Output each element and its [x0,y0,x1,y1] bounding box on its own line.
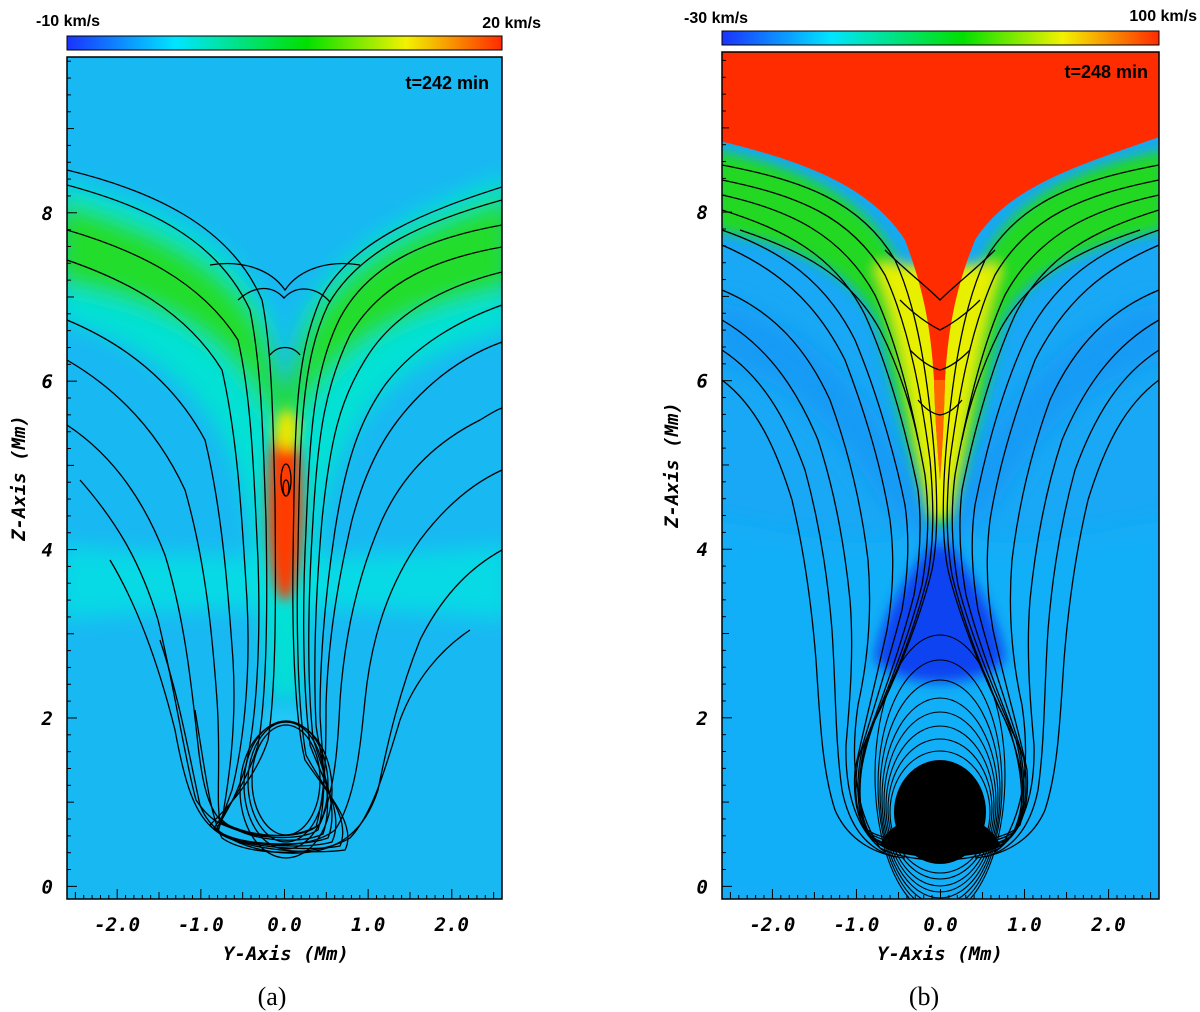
y-tick-label-a: 6 [42,371,53,393]
x-tick-label-b: 2.0 [1090,914,1125,936]
x-tick-label-a: 1.0 [351,914,385,936]
y-tick-label-b: 6 [697,371,708,393]
x-tick-label-b: -2.0 [750,914,796,936]
colorbar-a-min-label: -10 km/s [36,13,100,30]
panel-a: -10 km/s 20 km/s [8,13,541,1011]
y-tick-label-b: 0 [697,876,708,898]
x-tick-label-a: 2.0 [434,914,469,936]
colorbar-b-max-label: 100 km/s [1129,8,1197,25]
x-tick-label-a: -1.0 [178,914,224,936]
time-label-a: t=242 min [405,73,489,93]
x-axis-title-a: Y-Axis (Mm) [223,943,349,965]
panel-label-a: (a) [258,982,287,1011]
field-lines-b [722,164,1159,899]
x-tick-label-b: 1.0 [1007,914,1041,936]
x-tick-label-b: 0.0 [923,914,957,936]
x-tick-label-a: -2.0 [94,914,140,936]
velocity-field-b [722,52,1159,899]
x-axis-title-b: Y-Axis (Mm) [877,943,1003,965]
x-tick-label-b: -1.0 [834,914,880,936]
panel-label-b: (b) [909,982,939,1011]
time-label-b: t=248 min [1064,62,1148,82]
colorbar-b [721,30,1160,46]
y-tick-label-a: 8 [42,203,53,225]
colorbar-a-max-label: 20 km/s [482,15,541,32]
field-lines-a [67,169,502,859]
panel-b: -30 km/s 100 km/s [661,8,1197,1011]
velocity-field-a [67,57,502,899]
y-axis-title-a: Z-Axis (Mm) [8,415,30,542]
y-axis-title-b: Z-Axis (Mm) [661,402,683,529]
y-tick-label-b: 2 [696,708,708,730]
y-tick-label-b: 8 [697,202,708,224]
y-tick-label-a: 0 [42,876,53,898]
y-tick-label-b: 4 [697,539,708,561]
axis-ticks-a: -2.0 -1.0 0.0 1.0 2.0 0 2 4 6 8 [41,60,503,936]
axis-ticks-b: -2.0 -1.0 0.0 1.0 2.0 0 2 4 6 8 [696,59,1160,936]
y-tick-label-a: 2 [41,708,53,730]
colorbar-a [66,35,503,51]
y-tick-label-a: 4 [42,540,53,562]
colorbar-b-min-label: -30 km/s [684,10,748,27]
x-tick-label-a: 0.0 [267,914,301,936]
